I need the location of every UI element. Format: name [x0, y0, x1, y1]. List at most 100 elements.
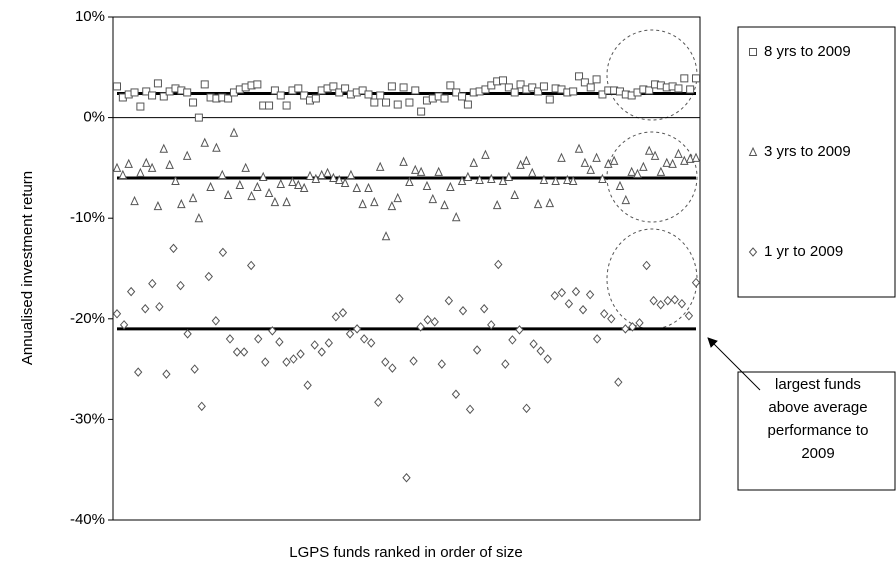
point [225, 334, 235, 344]
point [223, 189, 233, 200]
point [510, 88, 519, 97]
point [232, 347, 242, 357]
point [516, 80, 525, 89]
point [153, 79, 162, 88]
point [200, 80, 209, 89]
point [381, 231, 391, 241]
point [571, 286, 581, 297]
point [416, 166, 426, 176]
point [148, 91, 157, 100]
point [194, 113, 203, 122]
point [212, 142, 221, 152]
point [475, 174, 484, 184]
point [261, 357, 270, 367]
point [621, 194, 631, 205]
point [481, 149, 490, 159]
point [142, 87, 151, 96]
point [691, 277, 701, 288]
annotation-arrow [707, 337, 761, 391]
point [627, 166, 636, 176]
point [367, 338, 376, 348]
point [194, 213, 204, 223]
point [685, 153, 695, 163]
point [487, 173, 496, 183]
point [159, 143, 169, 153]
point [169, 243, 178, 254]
point [444, 295, 454, 306]
point [153, 200, 163, 211]
point [607, 314, 616, 324]
point [574, 143, 584, 153]
point [522, 155, 531, 165]
point [376, 91, 385, 100]
point [134, 367, 143, 377]
annotation-box [737, 371, 896, 491]
point [434, 166, 443, 176]
point [136, 102, 145, 111]
point [141, 157, 151, 167]
point [422, 180, 432, 191]
point [592, 334, 602, 344]
point [656, 299, 665, 310]
point [645, 86, 654, 95]
point [224, 94, 233, 103]
point [533, 198, 543, 209]
annotation-line: above average [768, 399, 867, 416]
point [635, 318, 644, 328]
y-tick-label: -40% [70, 511, 105, 528]
point [501, 359, 510, 369]
point [124, 158, 133, 168]
point [504, 171, 514, 181]
point [684, 311, 694, 321]
point [359, 334, 369, 344]
point [680, 155, 689, 165]
point [374, 397, 383, 408]
point [364, 90, 373, 99]
point [644, 145, 654, 155]
point [536, 346, 545, 356]
point [303, 380, 312, 390]
point [642, 260, 651, 271]
point [458, 305, 468, 316]
point [197, 401, 206, 412]
point [218, 247, 228, 258]
point [580, 78, 589, 87]
point [126, 286, 136, 297]
point [458, 92, 467, 101]
point [141, 303, 150, 314]
point [677, 298, 687, 309]
point [662, 157, 672, 167]
point [393, 100, 402, 109]
point [487, 320, 496, 330]
point [529, 339, 538, 349]
point [329, 172, 338, 182]
point [674, 148, 683, 158]
point [463, 171, 473, 181]
point [603, 158, 613, 168]
point [323, 167, 332, 177]
annotation-line: largest funds [775, 376, 861, 393]
point [276, 178, 286, 188]
point [674, 84, 683, 93]
point [692, 74, 700, 83]
point [119, 320, 129, 330]
point [264, 187, 274, 198]
point [247, 190, 256, 201]
point [691, 152, 701, 162]
point [253, 80, 262, 89]
point [352, 182, 362, 193]
point [331, 312, 341, 322]
point [345, 329, 355, 339]
point [609, 155, 619, 165]
point [539, 174, 549, 184]
legend-label: 1 yr to 2009 [764, 243, 843, 260]
point [346, 169, 356, 179]
point [416, 322, 425, 332]
legend-label: 3 yrs to 2009 [764, 143, 851, 160]
point [341, 84, 350, 93]
annotation-line: performance to [768, 422, 869, 439]
point [340, 177, 350, 187]
point [335, 88, 344, 97]
point [592, 152, 601, 162]
